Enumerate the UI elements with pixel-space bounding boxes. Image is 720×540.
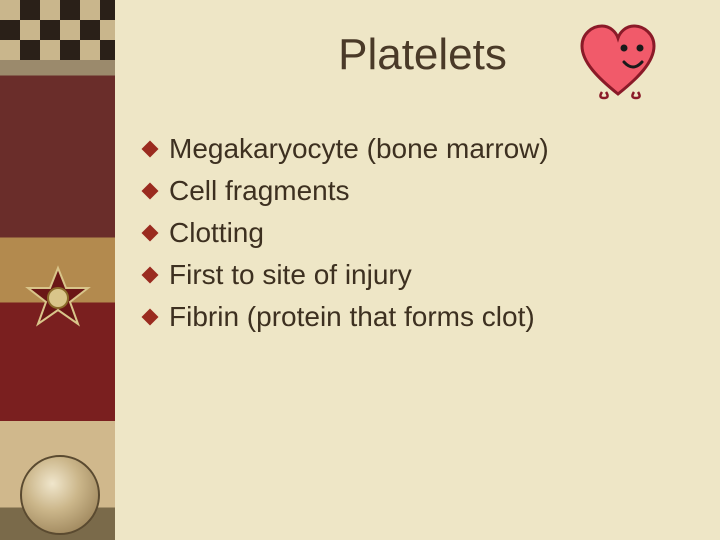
diamond-bullet-icon (141, 140, 159, 158)
medal-decor (18, 260, 98, 340)
heart-icon (578, 22, 658, 100)
diamond-bullet-icon (141, 308, 159, 326)
bullet-text: Fibrin (protein that forms clot) (169, 298, 535, 336)
bullet-text: First to site of injury (169, 256, 412, 294)
compass-decor (20, 455, 100, 535)
bullet-text: Clotting (169, 214, 264, 252)
list-item: Megakaryocyte (bone marrow) (141, 130, 700, 170)
list-item: Cell fragments (141, 172, 700, 212)
list-item: Clotting (141, 214, 700, 254)
bullet-list: Megakaryocyte (bone marrow) Cell fragmen… (141, 130, 700, 340)
checkerboard-decor (0, 0, 115, 60)
slide-content: Platelets Megakaryocyte (bone marrow) Ce… (115, 0, 720, 540)
bullet-text: Megakaryocyte (bone marrow) (169, 130, 549, 168)
bullet-text: Cell fragments (169, 172, 350, 210)
diamond-bullet-icon (141, 266, 159, 284)
decorative-sidebar (0, 0, 115, 540)
list-item: First to site of injury (141, 256, 700, 296)
diamond-bullet-icon (141, 224, 159, 242)
diamond-bullet-icon (141, 182, 159, 200)
list-item: Fibrin (protein that forms clot) (141, 298, 700, 338)
